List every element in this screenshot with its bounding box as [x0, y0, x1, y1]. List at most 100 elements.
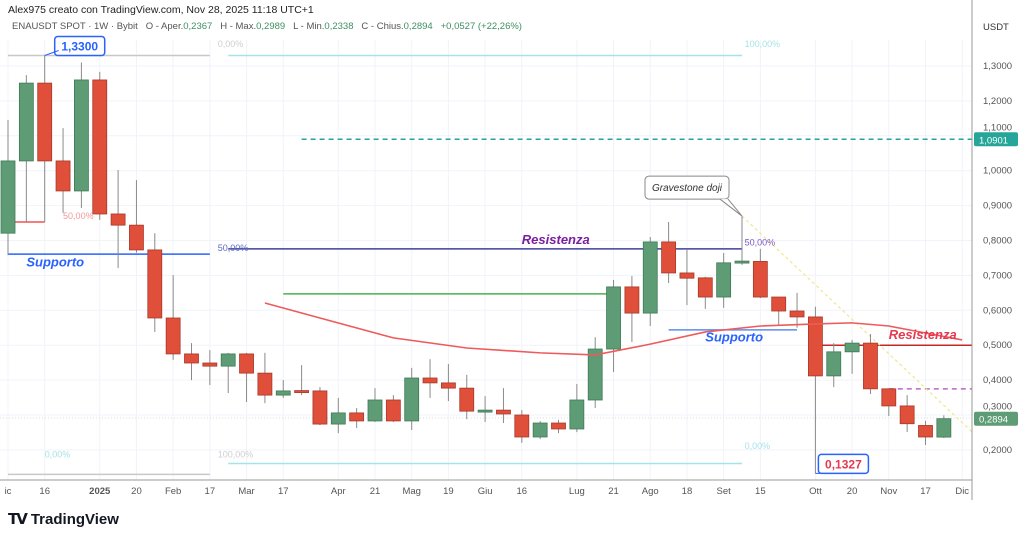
- time-tick-label: Giu: [478, 486, 493, 497]
- time-tick-label: Apr: [331, 486, 346, 497]
- candle: [496, 388, 511, 424]
- price-callout-text: 0,1327: [825, 457, 862, 471]
- candle: [239, 352, 254, 403]
- candle: [771, 296, 787, 327]
- candle: [459, 374, 475, 420]
- candle-body: [202, 362, 218, 367]
- candle-body: [220, 353, 236, 367]
- candle-body: [918, 425, 933, 438]
- price-tick-label: 0,4000: [983, 375, 1012, 386]
- fib-percent-label: 0,00%: [218, 39, 244, 49]
- time-tick-label: Ago: [642, 486, 659, 497]
- close-value: 0,2894: [403, 21, 433, 32]
- descending-trendline: [741, 215, 974, 433]
- candle: [220, 352, 236, 394]
- price-tick-label: 1,1000: [983, 122, 1012, 133]
- candle: [477, 396, 493, 422]
- candle-body: [881, 388, 897, 407]
- price-tick-label: 0,7000: [983, 270, 1012, 281]
- price-badge: [974, 411, 1018, 426]
- price-tick-label: 1,2000: [983, 96, 1012, 107]
- candle-body: [165, 317, 181, 355]
- candle-body: [734, 260, 750, 264]
- candle: [844, 339, 860, 374]
- high-value: 0,2989: [256, 21, 286, 32]
- candle: [532, 420, 548, 440]
- candle-body: [404, 377, 420, 422]
- candle: [37, 55, 53, 223]
- candle: [92, 71, 108, 220]
- symbol-label[interactable]: ENAUSDT SPOT · 1W · Bybit: [12, 21, 138, 32]
- candle-body: [239, 353, 254, 374]
- candle-body: [789, 310, 805, 318]
- time-tick-label: 16: [39, 486, 50, 497]
- price-badge: [974, 132, 1018, 147]
- candle: [863, 334, 878, 395]
- candle-body: [422, 377, 438, 384]
- time-tick-label: ic: [5, 486, 12, 497]
- time-tick-label: Mag: [402, 486, 420, 497]
- time-tick-label: 19: [443, 486, 454, 497]
- candle-body: [697, 277, 713, 298]
- time-tick-label: 18: [682, 486, 693, 497]
- price-tick-label: 0,5000: [983, 340, 1012, 351]
- open-label: O - Aper.: [145, 21, 184, 32]
- price-callout-box: [817, 453, 870, 475]
- brand-name: TradingView: [30, 510, 119, 528]
- candle: [514, 410, 530, 443]
- candle: [202, 350, 218, 385]
- time-tick-label: Set: [717, 486, 732, 497]
- low-value: 0,2338: [324, 21, 354, 32]
- candle-body: [18, 82, 34, 162]
- fib-percent-label: 0,00%: [45, 450, 71, 460]
- candle: [826, 343, 842, 388]
- currency-label: USDT: [983, 22, 1009, 33]
- ohlc-legend: ENAUSDT SPOT · 1W · Bybit O - Aper.0,236…: [12, 21, 522, 32]
- candle: [55, 128, 71, 213]
- drawing-label: Supporto: [705, 330, 763, 345]
- time-tick-label: Dic: [955, 486, 969, 497]
- candle-body: [349, 412, 365, 422]
- time-tick-label: 21: [608, 486, 619, 497]
- candle: [716, 253, 732, 308]
- candle-body: [899, 405, 915, 425]
- candle-body: [936, 418, 952, 438]
- time-tick-label: 20: [847, 486, 858, 497]
- time-tick-label: 2025: [89, 486, 111, 497]
- candle-body: [0, 160, 16, 234]
- open-value: 0,2367: [183, 21, 213, 32]
- candle: [624, 276, 640, 343]
- candle-body: [312, 390, 328, 425]
- candle: [808, 306, 823, 474]
- change-value: +0,0527 (+22,26%): [440, 21, 522, 32]
- price-callout-box: [53, 35, 106, 57]
- candle: [18, 75, 34, 223]
- candle-body: [459, 387, 475, 412]
- time-tick-label: 21: [370, 486, 381, 497]
- candle-body: [55, 160, 71, 192]
- candle: [881, 388, 897, 417]
- candle: [257, 352, 273, 404]
- candle-body: [37, 82, 53, 162]
- candle: [275, 380, 291, 398]
- price-tick-label: 0,8000: [983, 236, 1012, 247]
- candle-body: [129, 224, 144, 251]
- callout-pointer: [44, 50, 59, 57]
- gravestone-doji-note: [644, 175, 730, 200]
- price-chart[interactable]: Supporto Resistenza Supporto Resistenza 50,0…: [0, 0, 1024, 500]
- candle-body: [752, 261, 768, 298]
- candle-body: [716, 262, 732, 298]
- candle-body: [808, 316, 823, 377]
- candle: [294, 365, 310, 396]
- tradingview-brand: 𝗧𝗩 TradingView: [8, 510, 119, 529]
- high-label: H - Max.: [220, 21, 257, 32]
- fib-percent-label: 0,00%: [745, 441, 771, 451]
- candle-body: [514, 414, 530, 438]
- candle: [789, 292, 805, 328]
- time-tick-label: Ott: [809, 486, 822, 497]
- candle-body: [330, 412, 346, 425]
- candle: [569, 383, 585, 433]
- candle: [147, 233, 163, 332]
- candle: [752, 248, 768, 299]
- candle: [129, 180, 144, 253]
